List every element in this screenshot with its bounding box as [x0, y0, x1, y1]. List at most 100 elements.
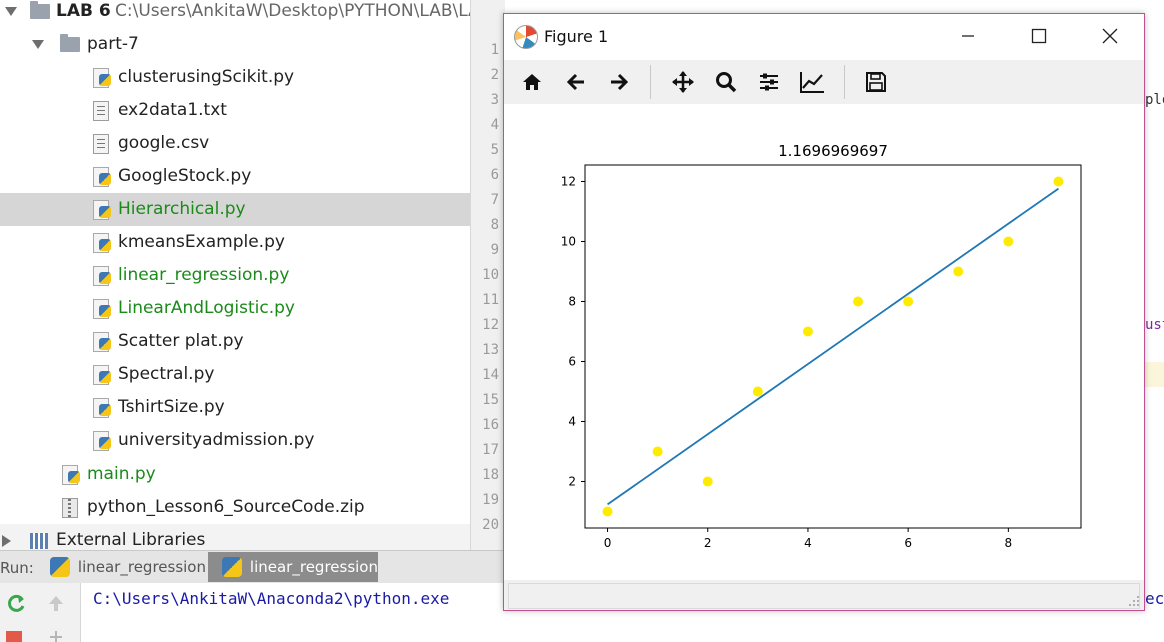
file-name: clusterusingScikit.py: [118, 67, 295, 87]
x-tick-label: 4: [804, 536, 812, 550]
home-button[interactable]: [512, 60, 552, 104]
python-file-icon: [93, 167, 111, 187]
editor-gutter: 1 2 3 4 5 6 7 8 9 10 11 12 13 14 15 16 17 18 19 20: [470, 0, 505, 550]
zoom-icon: [716, 72, 737, 93]
editor-code-area[interactable]: plo ust: [1145, 0, 1164, 585]
python-run-icon: [222, 557, 242, 577]
tree-file-item[interactable]: LinearAndLogistic.py: [0, 292, 470, 325]
file-name: Spectral.py: [118, 364, 215, 384]
scatter-point: [802, 326, 813, 337]
line-number: 8: [490, 217, 499, 233]
pin-icon[interactable]: [47, 631, 65, 642]
tree-file-item[interactable]: google.csv: [0, 127, 470, 160]
scatter-point: [702, 476, 713, 487]
rerun-icon[interactable]: [5, 593, 27, 615]
line-number: 7: [490, 192, 499, 208]
figure-window[interactable]: Figure 1: [503, 13, 1145, 611]
axes-edit-button[interactable]: [792, 60, 832, 104]
minimize-icon: [962, 35, 974, 37]
libraries-icon: [30, 533, 48, 549]
tree-file-item[interactable]: Spectral.py: [0, 358, 470, 391]
up-arrow-icon[interactable]: [46, 593, 66, 613]
run-tab-1[interactable]: linear_regression: [36, 552, 206, 582]
close-button[interactable]: [1087, 14, 1133, 58]
tree-file-item[interactable]: ex2data1.txt: [0, 94, 470, 127]
tree-file-item[interactable]: TshirtSize.py: [0, 391, 470, 424]
toolbar-separator: [844, 65, 845, 99]
subplots-config-button[interactable]: [749, 60, 789, 104]
current-line-highlight: [1145, 362, 1164, 387]
y-tick-label: 4: [568, 415, 576, 429]
file-name: google.csv: [118, 133, 210, 153]
tree-file-item[interactable]: linear_regression.py: [0, 259, 470, 292]
plot-canvas[interactable]: 1.1696969697 0 2 4 6 8 2 4 6 8 10 12: [504, 104, 1144, 580]
python-file-icon: [93, 200, 111, 220]
external-libraries-label: External Libraries: [56, 530, 206, 550]
matplotlib-logo-icon: [514, 25, 538, 49]
collapse-arrow-icon[interactable]: [2, 535, 11, 547]
line-number: 19: [482, 492, 499, 508]
tree-root[interactable]: LAB 6 C:\Users\AnkitaW\Desktop\PYTHON\LA…: [0, 0, 470, 28]
line-number: 6: [490, 167, 499, 183]
pan-button[interactable]: [663, 60, 703, 104]
tree-file-item[interactable]: universityadmission.py: [0, 424, 470, 457]
line-number: 12: [482, 317, 499, 333]
y-tick-label: 2: [568, 475, 576, 489]
forward-button[interactable]: [599, 60, 639, 104]
save-button[interactable]: [856, 60, 896, 104]
file-name: GoogleStock.py: [118, 166, 252, 186]
scatter-point: [853, 296, 864, 307]
file-name: universityadmission.py: [118, 430, 315, 450]
x-tick-label: 2: [704, 536, 712, 550]
tree-file-item[interactable]: Hierarchical.py: [0, 193, 470, 226]
maximize-button[interactable]: [1016, 14, 1062, 58]
tree-file-main[interactable]: main.py: [0, 458, 470, 491]
tree-file-item[interactable]: kmeansExample.py: [0, 226, 470, 259]
tree-file-item[interactable]: Scatter plat.py: [0, 325, 470, 358]
pan-icon: [672, 71, 694, 93]
file-name: Scatter plat.py: [118, 331, 244, 351]
figure-titlebar[interactable]: Figure 1: [504, 14, 1144, 58]
resize-grip-icon[interactable]: [1128, 595, 1140, 607]
zip-file-icon: [62, 498, 78, 518]
x-tick-label: 8: [1005, 536, 1013, 550]
tree-file-zip[interactable]: python_Lesson6_SourceCode.zip: [0, 491, 470, 524]
text-file-icon: [93, 134, 109, 154]
python-file-icon: [93, 332, 111, 352]
file-name: python_Lesson6_SourceCode.zip: [87, 497, 365, 517]
expand-arrow-icon[interactable]: [5, 7, 17, 16]
run-tab-2[interactable]: linear_regression: [208, 552, 378, 582]
folder-icon: [60, 34, 80, 52]
back-button[interactable]: [556, 60, 596, 104]
root-name: LAB 6: [56, 1, 111, 21]
tree-folder-part-7[interactable]: part-7: [0, 28, 470, 61]
line-number: 20: [482, 517, 499, 533]
y-tick-label: 6: [568, 355, 576, 369]
console-tail: ec: [1145, 589, 1164, 608]
regression-line: [607, 187, 1059, 506]
zoom-button[interactable]: [706, 60, 746, 104]
stop-icon[interactable]: [6, 631, 22, 642]
line-number: 3: [490, 92, 499, 108]
line-number: 15: [482, 392, 499, 408]
line-number: 10: [482, 267, 499, 283]
minimize-button[interactable]: [945, 14, 991, 58]
line-number: 2: [490, 67, 499, 83]
project-tree: LAB 6 C:\Users\AnkitaW\Desktop\PYTHON\LA…: [0, 0, 470, 550]
tree-file-item[interactable]: clusterusingScikit.py: [0, 61, 470, 94]
tree-external-libraries[interactable]: External Libraries: [0, 524, 470, 550]
y-tick-label: 10: [561, 235, 576, 249]
tree-file-item[interactable]: GoogleStock.py: [0, 160, 470, 193]
root-path: C:\Users\AnkitaW\Desktop\PYTHON\LAB\LAB: [115, 1, 470, 21]
run-tab-label: linear_regression: [77, 558, 206, 576]
file-name: TshirtSize.py: [118, 397, 225, 417]
expand-arrow-icon[interactable]: [32, 40, 44, 49]
scatter-point: [652, 446, 663, 457]
file-name: linear_regression.py: [118, 265, 290, 285]
scatter-point: [752, 386, 763, 397]
y-tick-label: 12: [561, 175, 576, 189]
scatter-point: [602, 506, 613, 517]
python-file-icon: [93, 365, 111, 385]
chart-title: 1.1696969697: [778, 142, 888, 160]
line-number: 5: [490, 142, 499, 158]
